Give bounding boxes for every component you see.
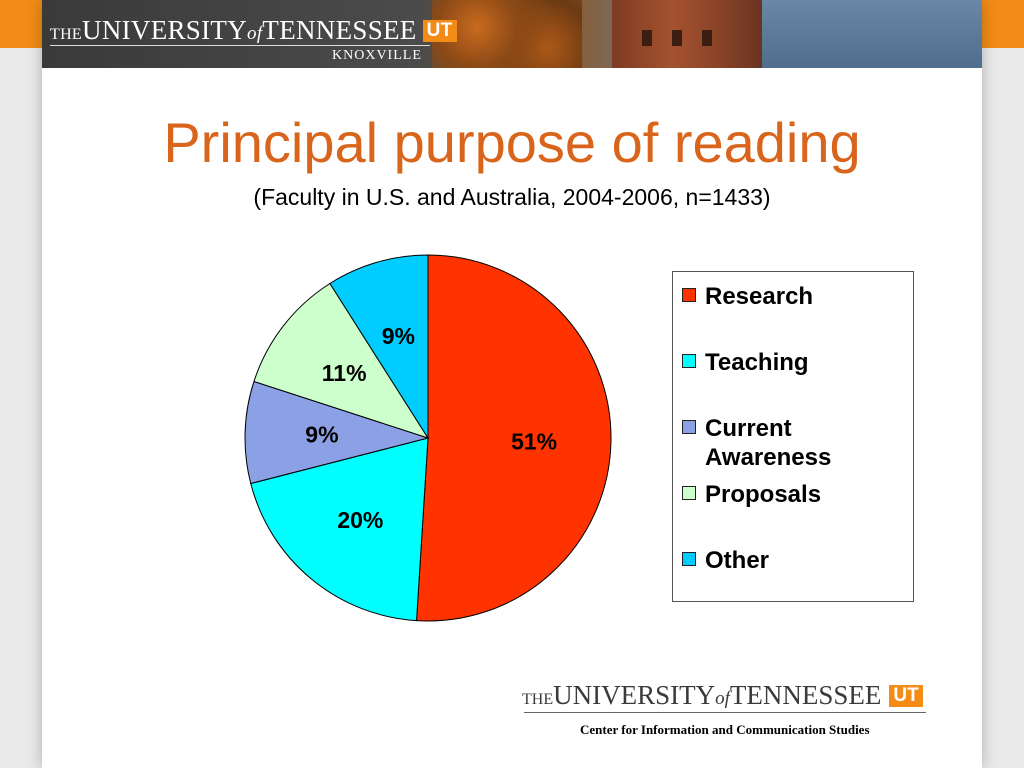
- legend-swatch-current-awareness: [682, 420, 696, 434]
- slide-title: Principal purpose of reading: [163, 111, 861, 174]
- pie-data-label-other: 9%: [382, 323, 415, 349]
- legend-label-research: Research: [705, 283, 814, 310]
- banner-trees-image: [432, 0, 582, 68]
- chart-legend: Research Teaching Current Awareness Proposa…: [672, 271, 914, 602]
- footer-center-name: Center for Information and Communication…: [580, 722, 870, 737]
- pie-slice-current-awareness: [244, 380, 430, 485]
- pie-chart: 51% 20% 9% 11% 9%: [244, 254, 612, 622]
- legend-item-teaching: Teaching: [682, 348, 875, 377]
- footer-university-logo: THEUNIVERSITYofTENNESSEE UT: [522, 680, 923, 711]
- left-accent-bar: [0, 0, 42, 48]
- legend-item-research: Research: [682, 282, 875, 311]
- legend-label-proposals: Proposals: [705, 481, 822, 508]
- pie-slice-teaching: [250, 437, 429, 622]
- banner-sky-image: [762, 0, 982, 68]
- legend-swatch-other: [682, 552, 696, 566]
- header-ut-badge: UT: [422, 20, 457, 42]
- pie-slice-other: [329, 254, 429, 440]
- footer-ut-badge: UT: [889, 685, 923, 707]
- pie-data-label-teaching: 20%: [337, 507, 383, 533]
- slide: THEUNIVERSITYofTENNESSEE UT KNOXVILLE Pri…: [42, 0, 982, 768]
- slide-subtitle: (Faculty in U.S. and Australia, 2004-200…: [253, 184, 771, 210]
- pie-data-label-research: 51%: [511, 428, 557, 454]
- legend-item-current-awareness: Current Awareness: [682, 414, 875, 472]
- legend-label-other: Other: [705, 547, 770, 574]
- legend-swatch-research: [682, 288, 696, 302]
- legend-swatch-proposals: [682, 486, 696, 500]
- header-campus-label: KNOXVILLE: [332, 48, 422, 63]
- banner-tower-image: [612, 0, 762, 68]
- legend-swatch-teaching: [682, 354, 696, 368]
- legend-item-other: Other: [682, 546, 875, 575]
- header-university-logo: THEUNIVERSITYofTENNESSEE UT: [50, 15, 457, 46]
- legend-label-teaching: Teaching: [705, 349, 809, 376]
- pie-data-label-proposals: 11%: [322, 360, 367, 386]
- legend-item-proposals: Proposals: [682, 480, 875, 509]
- right-accent-bar: [982, 0, 1024, 48]
- pie-slice-research: [415, 254, 612, 622]
- pie-data-label-current-awareness: 9%: [305, 422, 338, 448]
- header-logo-rule: [50, 45, 430, 46]
- pie-slice-proposals: [253, 282, 430, 439]
- footer-logo-rule: [524, 712, 926, 713]
- header-banner: THEUNIVERSITYofTENNESSEE UT KNOXVILLE: [42, 0, 982, 68]
- legend-label-current-awareness: Current Awareness: [705, 415, 832, 471]
